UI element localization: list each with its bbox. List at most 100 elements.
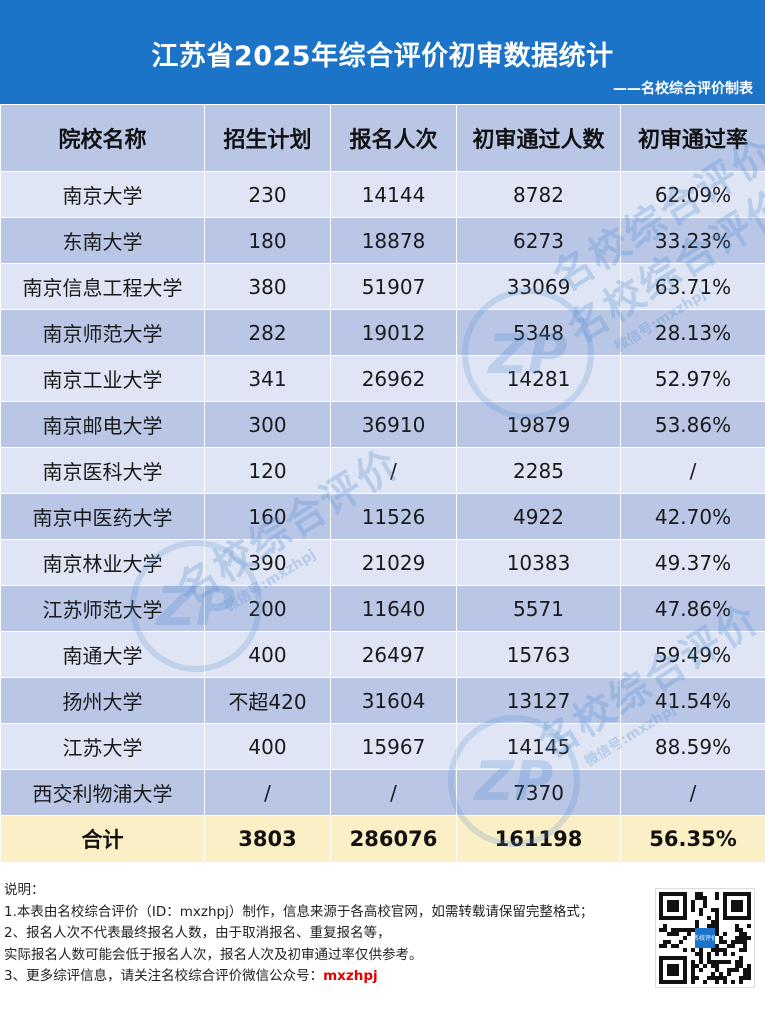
rate-cell: 33.23% xyxy=(620,217,765,264)
qr-module xyxy=(675,928,679,932)
qr-module xyxy=(695,892,699,896)
plan-cell: 120 xyxy=(204,447,331,494)
passed-cell: 14145 xyxy=(456,723,621,770)
passed-cell: 6273 xyxy=(456,217,621,264)
qr-module xyxy=(715,892,719,896)
applicants-cell: 14144 xyxy=(330,171,457,218)
table-row: 南京中医药大学 160 11526 4922 42.70% xyxy=(0,493,765,540)
page-header: 江苏省2025年综合评价初审数据统计 ——名校综合评价制表 xyxy=(0,0,765,104)
school-name-cell: 南京师范大学 xyxy=(0,309,205,356)
qr-module xyxy=(659,928,663,932)
column-header-passed: 初审通过人数 xyxy=(456,104,621,172)
qr-module xyxy=(683,928,687,932)
qr-module xyxy=(739,964,743,968)
qr-finder xyxy=(667,964,679,976)
rate-cell: 47.86% xyxy=(620,585,765,632)
passed-cell: 13127 xyxy=(456,677,621,724)
qr-module xyxy=(743,972,747,976)
school-name-cell: 东南大学 xyxy=(0,217,205,264)
qr-module xyxy=(691,948,695,952)
rate-cell: 41.54% xyxy=(620,677,765,724)
qr-module xyxy=(699,956,703,960)
qr-module xyxy=(695,952,699,956)
page-credit: ——名校综合评价制表 xyxy=(613,81,753,97)
qr-module xyxy=(719,972,723,976)
qr-module xyxy=(699,960,703,964)
rate-cell: 28.13% xyxy=(620,309,765,356)
passed-cell: 2285 xyxy=(456,447,621,494)
qr-module xyxy=(715,968,719,972)
qr-module xyxy=(679,940,683,944)
qr-module xyxy=(687,932,691,936)
table-row: 西交利物浦大学 //7370/ xyxy=(0,769,765,816)
applicants-cell: / xyxy=(330,447,457,494)
qr-module xyxy=(723,940,727,944)
qr-module xyxy=(747,964,751,968)
note-line-1: 1.本表由名校综合评价（ID：mxzhpj）制作，信息来源于各高校官网，如需转载… xyxy=(4,903,594,920)
qr-module xyxy=(735,960,739,964)
rate-cell: 49.37% xyxy=(620,539,765,586)
plan-cell: 不超420 xyxy=(204,677,331,724)
qr-module xyxy=(699,968,703,972)
qr-module xyxy=(715,932,719,936)
passed-cell: 5348 xyxy=(456,309,621,356)
applicants-cell: 36910 xyxy=(330,401,457,448)
qr-module xyxy=(727,960,731,964)
qr-module xyxy=(747,976,751,980)
qr-module xyxy=(667,940,671,944)
applicants-cell: 31604 xyxy=(330,677,457,724)
qr-module xyxy=(719,976,723,980)
passed-cell: 15763 xyxy=(456,631,621,678)
qr-module xyxy=(699,912,703,916)
qr-module xyxy=(695,920,699,924)
qr-module xyxy=(711,964,715,968)
qr-module xyxy=(715,952,719,956)
plan-cell: 160 xyxy=(204,493,331,540)
qr-module xyxy=(723,952,727,956)
column-header-school: 院校名称 xyxy=(0,104,205,172)
applicants-cell: 26962 xyxy=(330,355,457,402)
qr-module xyxy=(711,960,715,964)
qr-module xyxy=(715,944,719,948)
plan-cell: 390 xyxy=(204,539,331,586)
plan-cell: 341 xyxy=(204,355,331,402)
qr-module xyxy=(727,972,731,976)
qr-module xyxy=(663,924,667,928)
qr-module xyxy=(739,932,743,936)
note-line-4-text: 3、更多综评信息，请关注名校综合评价微信公众号： xyxy=(4,968,324,984)
table-row: 南京信息工程大学 380 51907 33069 63.71% xyxy=(0,263,765,310)
qr-module xyxy=(735,940,739,944)
plan-cell: / xyxy=(204,769,331,816)
qr-module xyxy=(659,944,663,948)
qr-module xyxy=(691,972,695,976)
applicants-cell: 18878 xyxy=(330,217,457,264)
plan-cell: 230 xyxy=(204,171,331,218)
qr-center-label: 名校评价 xyxy=(693,934,717,942)
qr-module xyxy=(691,904,695,908)
qr-module xyxy=(735,964,739,968)
qr-module xyxy=(691,900,695,904)
qr-module xyxy=(675,944,679,948)
qr-code: 名校评价 xyxy=(655,888,755,988)
school-name-cell: 南京中医药大学 xyxy=(0,493,205,540)
qr-module xyxy=(711,924,715,928)
qr-module xyxy=(731,952,735,956)
qr-finder xyxy=(667,900,679,912)
passed-cell: 7370 xyxy=(456,769,621,816)
qr-module xyxy=(695,896,699,900)
applicants-cell: 26497 xyxy=(330,631,457,678)
school-name-cell: 江苏大学 xyxy=(0,723,205,770)
qr-module xyxy=(743,976,747,980)
qr-module xyxy=(663,944,667,948)
table-row: 南京师范大学 282 19012 5348 28.13% xyxy=(0,309,765,356)
qr-module xyxy=(723,976,727,980)
qr-module xyxy=(707,960,711,964)
school-name-cell: 南京信息工程大学 xyxy=(0,263,205,310)
qr-module xyxy=(695,924,699,928)
qr-module xyxy=(715,896,719,900)
plan-cell: 300 xyxy=(204,401,331,448)
passed-cell: 8782 xyxy=(456,171,621,218)
table-row: 扬州大学 不超420 31604 13127 41.54% xyxy=(0,677,765,724)
qr-module xyxy=(723,980,727,984)
passed-cell: 14281 xyxy=(456,355,621,402)
